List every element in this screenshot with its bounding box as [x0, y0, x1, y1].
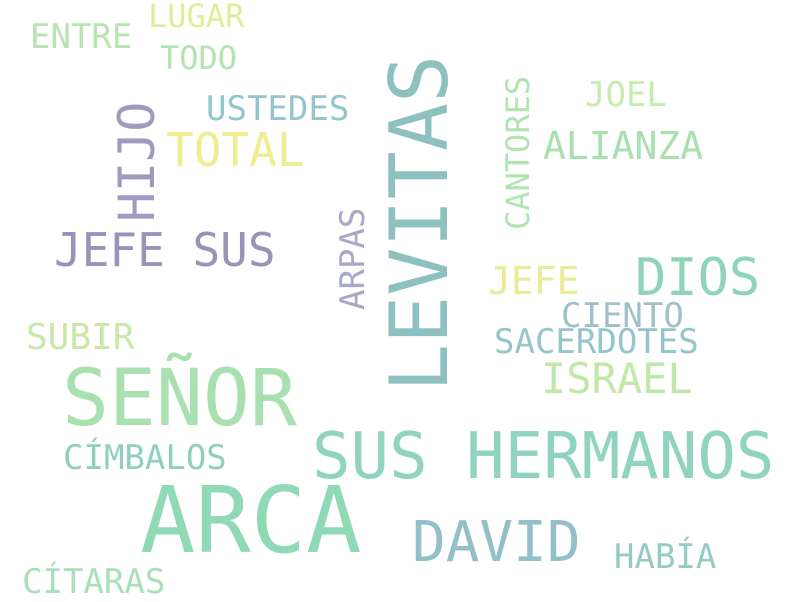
word-cantores: CANTORES	[499, 75, 537, 230]
word-joel: JOEL	[585, 75, 667, 115]
word-ustedes: USTEDES	[206, 89, 350, 129]
word-israel: ISRAEL	[541, 354, 693, 403]
word-cimbalos: CÍMBALOS	[63, 438, 227, 478]
word-citaras: CÍTARAS	[22, 562, 166, 602]
word-jefe: JEFE	[488, 259, 580, 303]
word-david: DAVID	[412, 510, 581, 575]
word-dios: DIOS	[635, 248, 761, 308]
word-sus-hermanos: SUS HERMANOS	[312, 420, 775, 494]
word-levitas: LEVITAS	[373, 54, 466, 392]
word-ciento: CIENTO	[561, 296, 684, 336]
word-hijo: HIJO	[108, 101, 166, 222]
word-lugar: LUGAR	[148, 0, 245, 35]
word-habia: HABÍA	[614, 537, 717, 577]
word-entre: ENTRE	[30, 17, 133, 57]
word-arca: ARCA	[140, 467, 362, 574]
word-total: TOTAL	[166, 123, 305, 177]
word-senor: SEÑOR	[62, 354, 297, 444]
word-sacerdotes: SACERDOTES	[494, 322, 699, 362]
word-alianza: ALIANZA	[543, 124, 704, 168]
word-subir: SUBIR	[26, 317, 135, 358]
word-todo: TODO	[160, 39, 238, 77]
word-arpas: ARPAS	[333, 207, 373, 310]
word-jefe-sus: JEFE SUS	[54, 223, 276, 277]
